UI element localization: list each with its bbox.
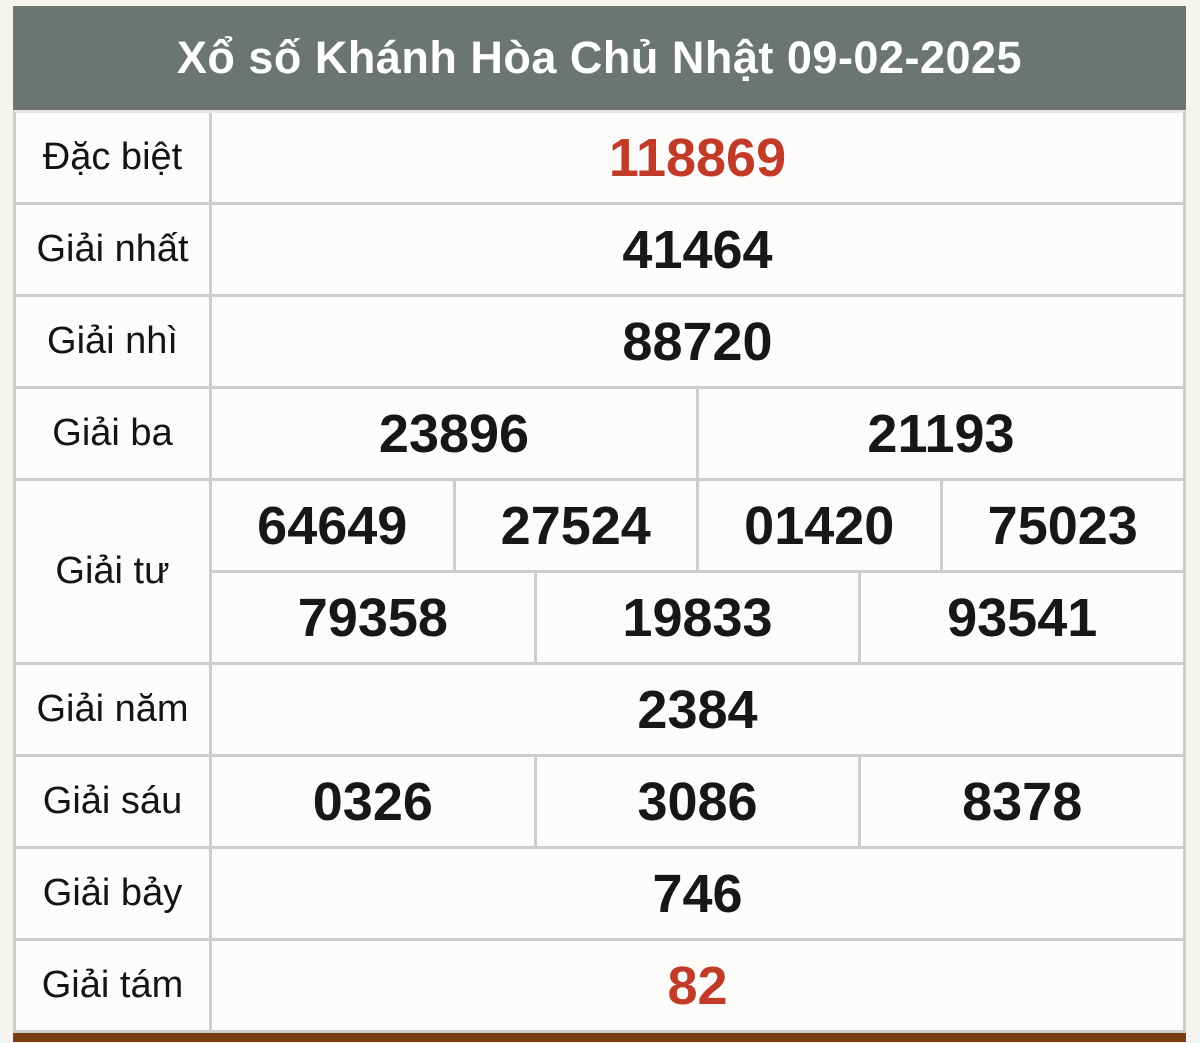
row-dac-biet: Đặc biệt 118869: [16, 113, 1183, 202]
prize-value-giai-nhi: 88720: [212, 297, 1183, 386]
prize-value-giai-tu-4: 75023: [942, 481, 1183, 570]
giai-tu-subrow-1: 64649 27524 01420 75023: [212, 481, 1183, 570]
prize-value-giai-tu-5: 79358: [212, 573, 534, 662]
prize-label-giai-sau: Giải sáu: [16, 757, 209, 846]
prize-label-dac-biet: Đặc biệt: [16, 113, 209, 202]
row-giai-nam: Giải năm 2384: [16, 665, 1183, 754]
row-giai-nhat: Giải nhất 41464: [16, 205, 1183, 294]
prize-value-giai-sau-3: 8378: [861, 757, 1184, 846]
row-giai-tam: Giải tám 82: [16, 941, 1183, 1030]
prize-label-giai-tam: Giải tám: [16, 941, 209, 1030]
results-header: Xổ số Khánh Hòa Chủ Nhật 09-02-2025: [13, 6, 1186, 110]
prize-label-giai-ba: Giải ba: [16, 389, 209, 478]
bottom-divider-bar: [13, 1033, 1186, 1042]
prize-table: Đặc biệt 118869 Giải nhất 41464 Giải nhì…: [13, 110, 1186, 1033]
giai-tu-subrow-2: 79358 19833 93541: [212, 573, 1184, 662]
giai-tu-values: 64649 27524 01420 75023 79358 19833 9354…: [212, 481, 1184, 662]
prize-value-giai-tu-6: 19833: [536, 573, 859, 662]
results-board: Xổ số Khánh Hòa Chủ Nhật 09-02-2025 Đặc …: [13, 6, 1186, 1042]
prize-value-giai-sau-1: 0326: [212, 757, 534, 846]
prize-value-giai-tu-3: 01420: [699, 481, 940, 570]
row-giai-tu: Giải tư 64649 27524 01420 75023 79358 19…: [16, 481, 1184, 662]
prize-value-giai-tu-2: 27524: [455, 481, 696, 570]
page-title: Xổ số Khánh Hòa Chủ Nhật 09-02-2025: [176, 32, 1023, 83]
prize-label-giai-nhi: Giải nhì: [16, 297, 209, 386]
prize-value-giai-ba-1: 23896: [212, 389, 696, 478]
prize-label-giai-nam: Giải năm: [16, 665, 209, 754]
prize-value-giai-tu-1: 64649: [212, 481, 453, 570]
row-giai-sau: Giải sáu 0326 3086 8378: [16, 757, 1184, 846]
prize-value-giai-nam: 2384: [212, 665, 1183, 754]
prize-value-giai-ba-2: 21193: [699, 389, 1183, 478]
prize-value-giai-tu-7: 93541: [861, 573, 1184, 662]
prize-value-giai-bay: 746: [212, 849, 1183, 938]
row-giai-nhi: Giải nhì 88720: [16, 297, 1183, 386]
row-giai-bay: Giải bảy 746: [16, 849, 1183, 938]
row-giai-ba: Giải ba 23896 21193: [16, 389, 1183, 478]
prize-label-giai-bay: Giải bảy: [16, 849, 209, 938]
prize-value-giai-tam: 82: [212, 941, 1183, 1030]
prize-value-dac-biet: 118869: [212, 113, 1183, 202]
prize-value-giai-sau-2: 3086: [536, 757, 859, 846]
prize-label-giai-nhat: Giải nhất: [16, 205, 209, 294]
prize-label-giai-tu: Giải tư: [16, 481, 209, 662]
prize-value-giai-nhat: 41464: [212, 205, 1183, 294]
